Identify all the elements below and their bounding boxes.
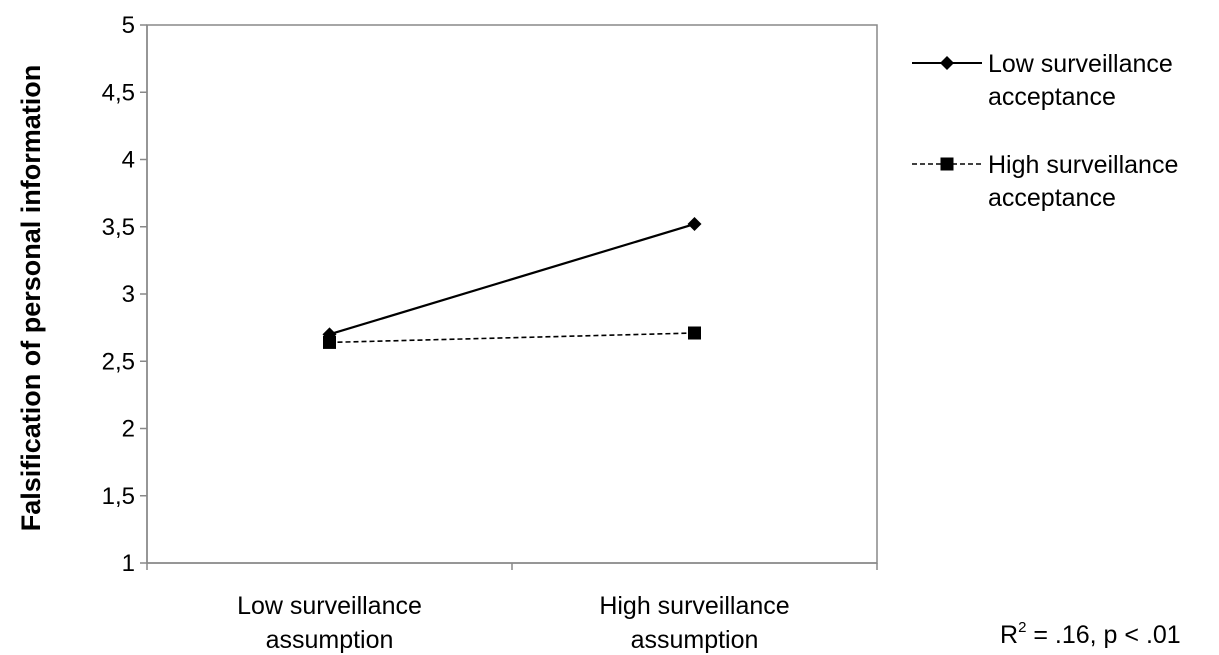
x-category-label: Low surveillance assumption — [237, 592, 422, 654]
y-tick-label: 2,5 — [102, 348, 135, 375]
legend-marker-2 — [940, 157, 954, 171]
y-tick-label: 3 — [122, 281, 135, 308]
series-2-point — [323, 335, 336, 349]
y-tick-label: 5 — [122, 12, 135, 39]
series-2-point — [688, 326, 701, 340]
y-tick-label: 2 — [122, 416, 135, 443]
x-category-label: High surveillance assumption — [599, 592, 789, 654]
y-axis-title: Falsification of personal information — [16, 65, 46, 532]
series-line-1 — [329, 223, 695, 336]
legend-marker-1 — [940, 56, 954, 70]
y-tick-label: 1,5 — [102, 483, 135, 510]
series-1-point — [687, 217, 702, 232]
y-tick-label: 4,5 — [102, 79, 135, 106]
r-squared-note: R2 = .16, p < .01 — [1000, 619, 1181, 649]
series-line-2 — [329, 332, 695, 344]
legend-label-1: Low surveillance acceptance — [988, 50, 1173, 111]
y-tick-label: 4 — [122, 147, 135, 174]
legend-label-2: High surveillance acceptance — [988, 151, 1178, 212]
r-squared-superscript: 2 — [1018, 619, 1026, 636]
y-tick-label: 1 — [122, 550, 135, 577]
plot-area — [146, 24, 878, 564]
y-tick-label: 3,5 — [102, 214, 135, 241]
